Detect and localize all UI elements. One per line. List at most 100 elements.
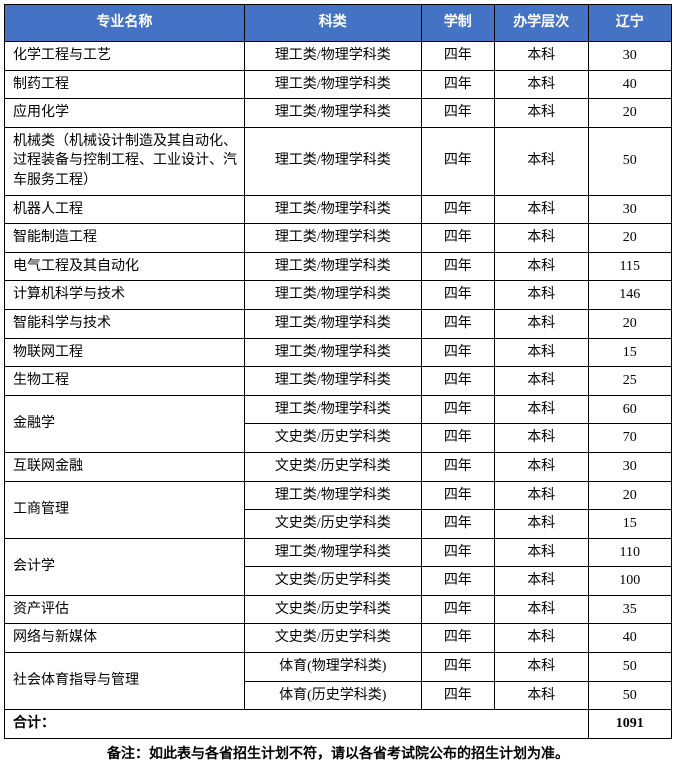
cell-major: 生物工程 — [5, 367, 245, 396]
cell-liaoning: 70 — [588, 424, 671, 453]
cell-duration: 四年 — [421, 367, 494, 396]
table-row: 物联网工程理工类/物理学科类四年本科15 — [5, 338, 672, 367]
cell-category: 理工类/物理学科类 — [244, 195, 421, 224]
table-row: 化学工程与工艺理工类/物理学科类四年本科30 — [5, 42, 672, 71]
cell-level: 本科 — [494, 42, 588, 71]
cell-level: 本科 — [494, 681, 588, 710]
table-row: 智能制造工程理工类/物理学科类四年本科20 — [5, 224, 672, 253]
total-value: 1091 — [588, 710, 671, 739]
cell-liaoning: 20 — [588, 224, 671, 253]
cell-duration: 四年 — [421, 195, 494, 224]
cell-liaoning: 35 — [588, 595, 671, 624]
cell-duration: 四年 — [421, 127, 494, 195]
cell-level: 本科 — [494, 424, 588, 453]
cell-liaoning: 15 — [588, 338, 671, 367]
cell-liaoning: 25 — [588, 367, 671, 396]
table-row: 机械类（机械设计制造及其自动化、过程装备与控制工程、工业设计、汽车服务工程）理工… — [5, 127, 672, 195]
cell-major: 机器人工程 — [5, 195, 245, 224]
cell-liaoning: 20 — [588, 481, 671, 510]
note-row: 备注：如此表与各省招生计划不符，请以各省考试院公布的招生计划为准。 — [5, 738, 672, 768]
cell-level: 本科 — [494, 99, 588, 128]
table-row: 应用化学理工类/物理学科类四年本科20 — [5, 99, 672, 128]
cell-duration: 四年 — [421, 538, 494, 567]
cell-liaoning: 115 — [588, 252, 671, 281]
cell-level: 本科 — [494, 567, 588, 596]
cell-level: 本科 — [494, 653, 588, 682]
cell-liaoning: 50 — [588, 653, 671, 682]
cell-level: 本科 — [494, 624, 588, 653]
cell-duration: 四年 — [421, 281, 494, 310]
cell-category: 文史类/历史学科类 — [244, 510, 421, 539]
cell-category: 理工类/物理学科类 — [244, 309, 421, 338]
cell-duration: 四年 — [421, 595, 494, 624]
cell-liaoning: 50 — [588, 681, 671, 710]
cell-duration: 四年 — [421, 481, 494, 510]
cell-category: 理工类/物理学科类 — [244, 338, 421, 367]
table-row: 工商管理理工类/物理学科类四年本科20 — [5, 481, 672, 510]
cell-liaoning: 110 — [588, 538, 671, 567]
cell-level: 本科 — [494, 195, 588, 224]
cell-duration: 四年 — [421, 624, 494, 653]
cell-major: 金融学 — [5, 395, 245, 452]
cell-level: 本科 — [494, 367, 588, 396]
cell-liaoning: 50 — [588, 127, 671, 195]
table-row: 资产评估文史类/历史学科类四年本科35 — [5, 595, 672, 624]
table-header-row: 专业名称 科类 学制 办学层次 辽宁 — [5, 5, 672, 42]
cell-category: 理工类/物理学科类 — [244, 99, 421, 128]
cell-level: 本科 — [494, 224, 588, 253]
note-text: 备注：如此表与各省招生计划不符，请以各省考试院公布的招生计划为准。 — [5, 738, 672, 768]
cell-level: 本科 — [494, 281, 588, 310]
cell-category: 理工类/物理学科类 — [244, 224, 421, 253]
cell-level: 本科 — [494, 595, 588, 624]
cell-category: 理工类/物理学科类 — [244, 395, 421, 424]
cell-category: 体育(物理学科类) — [244, 653, 421, 682]
cell-major: 会计学 — [5, 538, 245, 595]
cell-category: 理工类/物理学科类 — [244, 281, 421, 310]
cell-major: 化学工程与工艺 — [5, 42, 245, 71]
cell-liaoning: 146 — [588, 281, 671, 310]
cell-duration: 四年 — [421, 309, 494, 338]
table-row: 制药工程理工类/物理学科类四年本科40 — [5, 70, 672, 99]
cell-level: 本科 — [494, 70, 588, 99]
cell-level: 本科 — [494, 452, 588, 481]
table-row: 智能科学与技术理工类/物理学科类四年本科20 — [5, 309, 672, 338]
cell-major: 制药工程 — [5, 70, 245, 99]
table-row: 网络与新媒体文史类/历史学科类四年本科40 — [5, 624, 672, 653]
cell-level: 本科 — [494, 309, 588, 338]
cell-liaoning: 20 — [588, 309, 671, 338]
cell-duration: 四年 — [421, 653, 494, 682]
cell-level: 本科 — [494, 395, 588, 424]
col-header-major: 专业名称 — [5, 5, 245, 42]
cell-major: 应用化学 — [5, 99, 245, 128]
table-row: 生物工程理工类/物理学科类四年本科25 — [5, 367, 672, 396]
cell-major: 网络与新媒体 — [5, 624, 245, 653]
table-row: 会计学理工类/物理学科类四年本科110 — [5, 538, 672, 567]
total-label: 合计： — [5, 710, 589, 739]
cell-liaoning: 20 — [588, 99, 671, 128]
cell-liaoning: 30 — [588, 452, 671, 481]
cell-category: 理工类/物理学科类 — [244, 70, 421, 99]
cell-duration: 四年 — [421, 70, 494, 99]
cell-major: 资产评估 — [5, 595, 245, 624]
total-row: 合计： 1091 — [5, 710, 672, 739]
cell-level: 本科 — [494, 481, 588, 510]
cell-liaoning: 40 — [588, 70, 671, 99]
cell-category: 文史类/历史学科类 — [244, 567, 421, 596]
cell-duration: 四年 — [421, 424, 494, 453]
cell-liaoning: 40 — [588, 624, 671, 653]
cell-duration: 四年 — [421, 252, 494, 281]
cell-major: 互联网金融 — [5, 452, 245, 481]
cell-major: 社会体育指导与管理 — [5, 653, 245, 710]
table-row: 互联网金融文史类/历史学科类四年本科30 — [5, 452, 672, 481]
cell-duration: 四年 — [421, 510, 494, 539]
cell-liaoning: 15 — [588, 510, 671, 539]
cell-category: 文史类/历史学科类 — [244, 624, 421, 653]
cell-major: 智能科学与技术 — [5, 309, 245, 338]
col-header-level: 办学层次 — [494, 5, 588, 42]
cell-major: 电气工程及其自动化 — [5, 252, 245, 281]
cell-major: 物联网工程 — [5, 338, 245, 367]
cell-duration: 四年 — [421, 452, 494, 481]
cell-duration: 四年 — [421, 395, 494, 424]
cell-level: 本科 — [494, 538, 588, 567]
cell-duration: 四年 — [421, 681, 494, 710]
